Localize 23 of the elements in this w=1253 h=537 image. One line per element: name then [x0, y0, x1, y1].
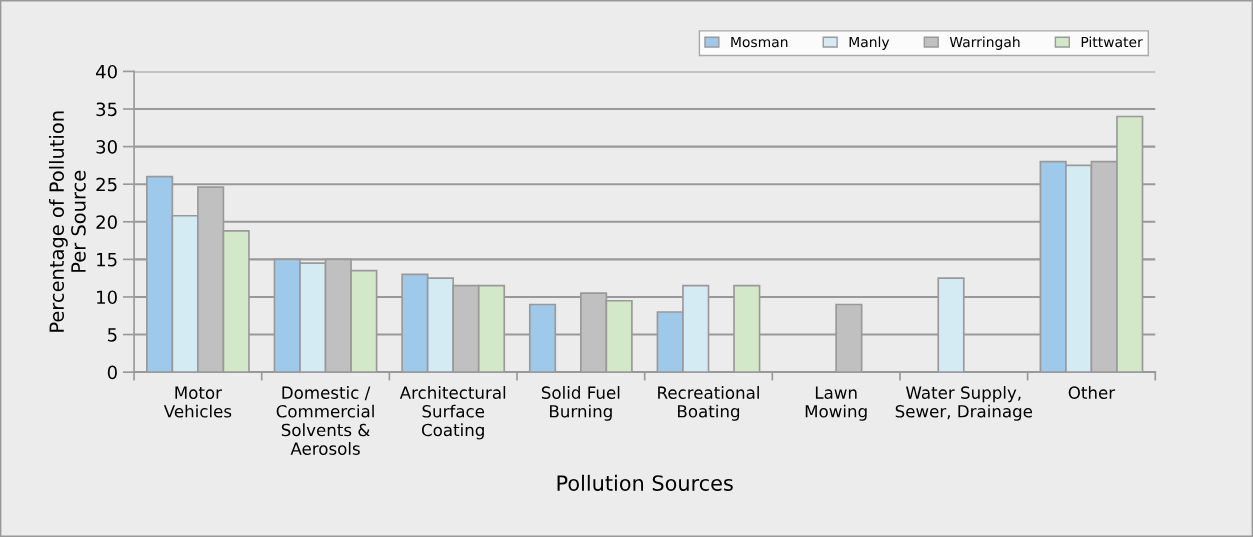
legend-label: Warringah	[949, 36, 1020, 50]
y-tick-label: 35	[96, 102, 117, 117]
x-tick-label: Domestic / Commercial Solvents & Aerosols	[276, 386, 374, 455]
x-tick-label: Architectural Surface Coating	[399, 386, 506, 440]
y-tick-label: 10	[97, 290, 117, 305]
y-tick-label: 40	[96, 64, 117, 79]
x-tick-label: Recreational Boating	[658, 386, 759, 421]
y-tick-label: 30	[96, 140, 117, 154]
y-tick-label: 25	[96, 177, 117, 192]
x-tick-label: Solid Fuel Burning	[541, 386, 620, 421]
x-tick-label: Other	[1068, 386, 1116, 399]
x-tick-label: Water Supply, Sewer, Drainage	[895, 386, 1033, 421]
x-axis-title: Pollution Sources	[557, 474, 733, 491]
legend-label: Pittwater	[1081, 36, 1143, 48]
y-tick-label: 20	[96, 215, 117, 229]
legend-label: Mosman	[731, 36, 788, 48]
legend-label: Manly	[849, 36, 890, 50]
y-tick-label: 0	[107, 365, 117, 380]
y-axis-title: Percentage of Pollution Per Source	[48, 111, 86, 332]
x-tick-label: Motor Vehicles	[163, 386, 232, 418]
y-tick-label: 5	[108, 328, 117, 342]
y-tick-label: 15	[97, 253, 117, 267]
x-tick-label: Lawn Mowing	[805, 386, 867, 421]
